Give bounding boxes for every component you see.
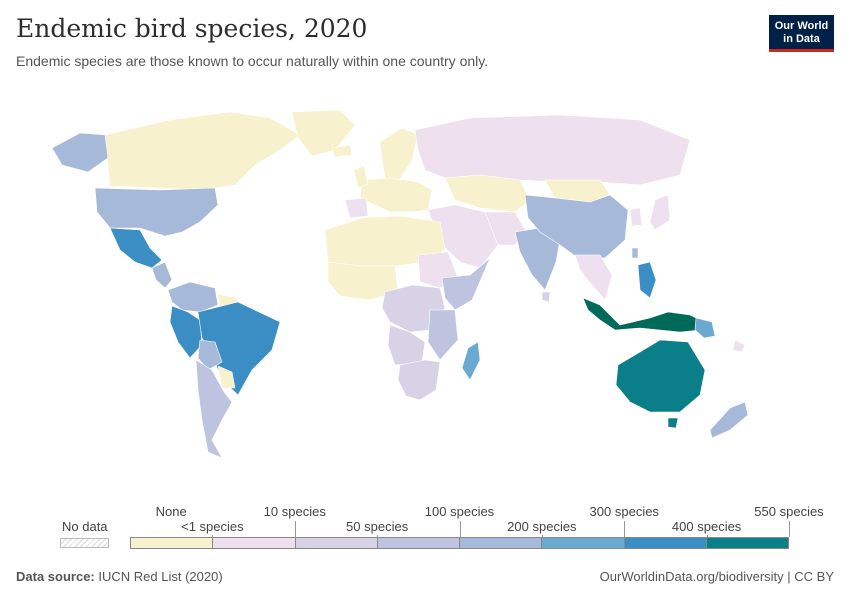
world-map[interactable]	[0, 95, 850, 475]
legend-bin-7	[705, 538, 788, 548]
region-sri-lanka[interactable]	[541, 291, 551, 303]
region-central-asia[interactable]	[444, 174, 531, 213]
legend-label-4: 100 species	[424, 504, 495, 519]
legend-tick-8	[789, 521, 790, 537]
legend-label-8: 550 species	[754, 504, 824, 519]
chart-subtitle: Endemic species are those known to occur…	[16, 53, 489, 69]
legend-tick-6	[624, 521, 626, 537]
legend-bin-4	[459, 538, 542, 548]
region-russia[interactable]	[414, 114, 691, 186]
region-canada[interactable]	[104, 111, 301, 191]
region-central-america[interactable]	[151, 261, 173, 289]
legend-label-5: 200 species	[507, 519, 577, 534]
region-iberia[interactable]	[344, 197, 369, 219]
source-url-link[interactable]: OurWorldinData.org/biodiversity | CC BY	[599, 569, 834, 584]
legend-label-6: 300 species	[589, 504, 659, 519]
legend-no-data-swatch	[60, 538, 109, 548]
region-ecuador-peru[interactable]	[169, 305, 203, 359]
legend-tick-4	[459, 521, 461, 537]
legend-bin-2	[294, 538, 377, 548]
region-middle-east[interactable]	[427, 204, 499, 269]
region-southern-africa[interactable]	[397, 359, 441, 401]
region-scandinavia[interactable]	[379, 127, 419, 183]
data-source-value: IUCN Red List (2020)	[98, 569, 223, 584]
region-iceland[interactable]	[331, 144, 353, 158]
legend-color-bar	[130, 537, 789, 549]
data-source: Data source: IUCN Red List (2020)	[16, 569, 223, 584]
legend-tick-2	[294, 521, 296, 537]
logo-line-1: Our World	[774, 20, 829, 32]
region-ethiopia-somalia[interactable]	[441, 257, 491, 311]
legend-tick-7	[706, 535, 708, 537]
region-east-africa[interactable]	[427, 309, 459, 361]
region-new-zealand[interactable]	[709, 401, 749, 439]
legend-label-3: 50 species	[346, 519, 409, 534]
legend-tick-1	[212, 535, 214, 537]
legend-bin-6	[623, 538, 706, 548]
logo-line-2: in Data	[783, 33, 820, 45]
legend-bin-1	[212, 538, 295, 548]
region-taiwan[interactable]	[631, 247, 639, 259]
chart-title: Endemic bird species, 2020	[16, 14, 368, 43]
region-usa[interactable]	[94, 187, 219, 237]
region-alaska[interactable]	[51, 132, 109, 173]
region-se-asia[interactable]	[574, 254, 613, 301]
region-australia[interactable]	[615, 339, 706, 413]
legend-bin-3	[376, 538, 459, 548]
legend-label-2: 10 species	[263, 504, 326, 519]
data-source-label: Data source:	[16, 569, 95, 584]
region-bolivia[interactable]	[197, 339, 223, 371]
legend-bin-0	[131, 538, 213, 548]
region-indonesia[interactable]	[582, 297, 705, 333]
region-mexico[interactable]	[109, 227, 163, 269]
owid-logo[interactable]: Our World in Data	[769, 15, 834, 52]
legend-tick-3	[377, 535, 379, 537]
legend-tick-5	[541, 535, 543, 537]
legend-label-7: 400 species	[671, 519, 742, 534]
legend-label-1: <1 species	[181, 519, 244, 534]
region-china[interactable]	[524, 194, 629, 259]
region-japan[interactable]	[649, 194, 671, 231]
region-colombia-venezuela[interactable]	[167, 281, 219, 313]
region-paraguay[interactable]	[217, 365, 236, 389]
legend-label-0: None	[155, 504, 187, 519]
region-argentina-chile[interactable]	[195, 359, 233, 459]
legend-no-data-label: No data	[62, 519, 108, 534]
region-philippines[interactable]	[637, 261, 657, 299]
region-korea[interactable]	[629, 207, 643, 227]
region-madagascar[interactable]	[461, 341, 481, 381]
region-pacific-islands[interactable]	[732, 339, 746, 353]
region-uk[interactable]	[353, 165, 369, 189]
region-tasmania[interactable]	[667, 417, 679, 429]
region-western-europe[interactable]	[359, 177, 433, 213]
legend-bin-5	[541, 538, 624, 548]
region-png[interactable]	[694, 317, 716, 339]
